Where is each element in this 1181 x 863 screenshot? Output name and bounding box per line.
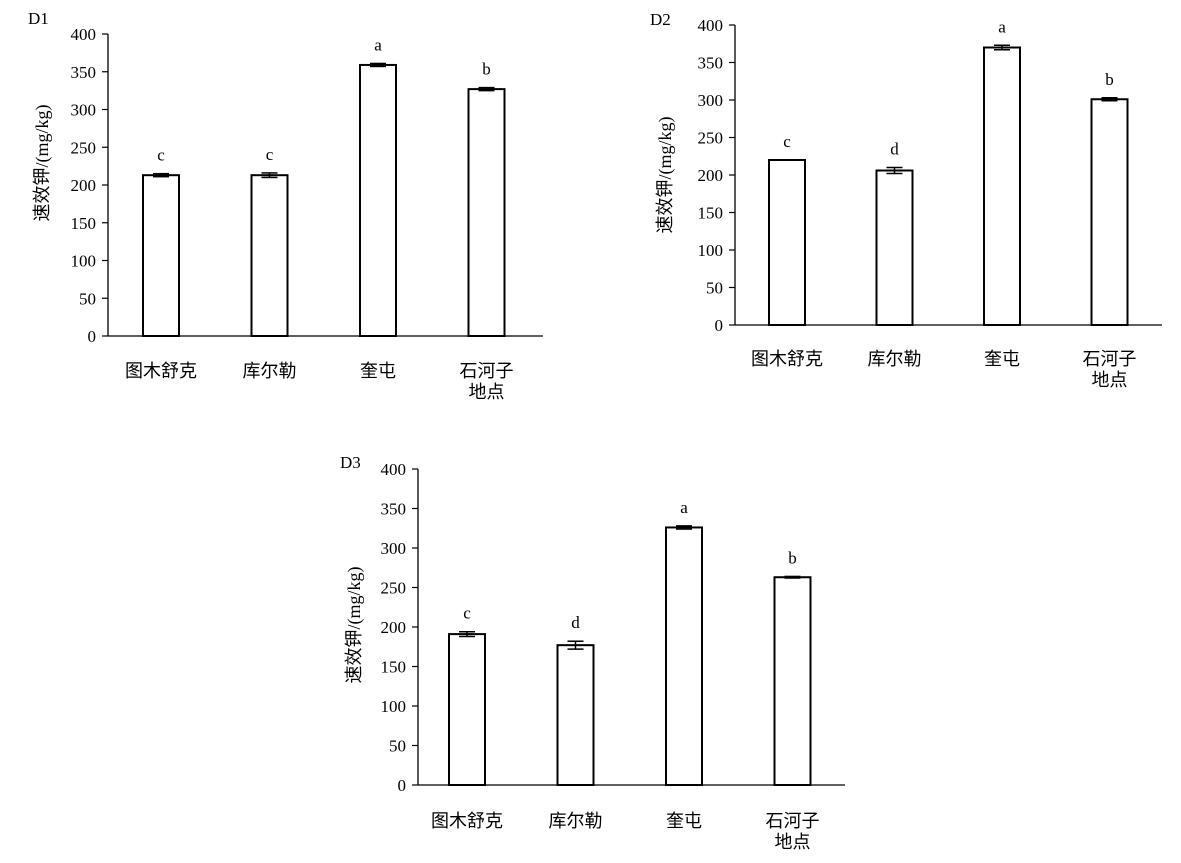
bar xyxy=(773,576,812,786)
y-tick-label: 200 xyxy=(698,166,724,185)
y-axis-title: 速效钾/(mg/kg) xyxy=(32,105,53,222)
bar xyxy=(983,46,1021,326)
y-tick-label: 150 xyxy=(381,658,407,677)
y-tick-label: 200 xyxy=(71,176,97,195)
significance-label: a xyxy=(374,35,382,54)
category-label: 图木舒克 xyxy=(431,811,503,831)
category-label: 奎屯 xyxy=(984,349,1020,369)
bar xyxy=(250,174,289,337)
significance-label: b xyxy=(788,548,797,567)
y-tick-label: 0 xyxy=(88,327,97,346)
y-tick-label: 0 xyxy=(398,776,407,795)
y-tick-label: 250 xyxy=(698,129,724,148)
y-tick-label: 350 xyxy=(698,54,724,73)
y-axis-title: 速效钾/(mg/kg) xyxy=(344,567,365,684)
bar xyxy=(359,63,397,338)
bar xyxy=(875,169,914,326)
y-tick-label: 0 xyxy=(715,316,724,335)
significance-label: d xyxy=(890,140,899,159)
y-tick-label: 200 xyxy=(381,618,407,637)
bar xyxy=(556,644,595,786)
bar xyxy=(665,526,703,787)
bar xyxy=(448,633,486,786)
y-tick-label: 150 xyxy=(698,204,724,223)
y-tick-label: 100 xyxy=(71,252,97,271)
significance-label: a xyxy=(998,17,1006,36)
bar xyxy=(1090,98,1129,326)
significance-label: b xyxy=(482,60,491,79)
significance-label: d xyxy=(571,613,580,632)
y-tick-label: 100 xyxy=(381,697,407,716)
y-tick-label: 150 xyxy=(71,214,97,233)
x-axis-title: 地点 xyxy=(775,832,811,852)
panel-label: D1 xyxy=(28,9,49,28)
y-tick-label: 400 xyxy=(381,460,407,479)
panel-label: D2 xyxy=(650,10,671,29)
bar xyxy=(142,174,180,337)
y-tick-label: 50 xyxy=(706,279,723,298)
category-label: 库尔勒 xyxy=(243,361,297,381)
significance-label: c xyxy=(783,132,791,151)
y-tick-label: 50 xyxy=(389,737,406,756)
category-label: 图木舒克 xyxy=(751,349,823,369)
y-tick-label: 300 xyxy=(381,539,407,558)
y-tick-label: 250 xyxy=(381,579,407,598)
significance-label: c xyxy=(463,604,471,623)
y-tick-label: 350 xyxy=(71,63,97,82)
category-label: 库尔勒 xyxy=(868,349,922,369)
panel-label: D3 xyxy=(340,453,361,472)
y-tick-label: 100 xyxy=(698,241,724,260)
category-label: 奎屯 xyxy=(360,361,396,381)
category-label: 奎屯 xyxy=(666,811,702,831)
category-label: 石河子 xyxy=(766,811,820,831)
significance-label: a xyxy=(680,498,688,517)
x-axis-title: 地点 xyxy=(1092,370,1128,390)
x-axis-title: 地点 xyxy=(469,382,505,402)
y-tick-label: 350 xyxy=(381,500,407,519)
y-tick-label: 300 xyxy=(698,91,724,110)
y-tick-label: 50 xyxy=(79,289,96,308)
y-tick-label: 250 xyxy=(71,138,97,157)
y-tick-label: 400 xyxy=(71,25,97,44)
category-label: 石河子 xyxy=(460,361,514,381)
y-tick-label: 300 xyxy=(71,101,97,120)
significance-label: c xyxy=(157,146,165,165)
significance-label: b xyxy=(1105,70,1114,89)
chart-panel-d1: D1 0 50 100 150 200 250 300 350 400 速效钾/(mg/kg) c 图木… xyxy=(28,9,543,402)
bar xyxy=(467,88,506,337)
significance-label: c xyxy=(266,145,274,164)
bar xyxy=(768,159,806,326)
chart-panel-d3: D3 0 50 100 150 200 250 300 350 400 速效钾/(mg/kg) c 图木… xyxy=(340,453,845,852)
y-axis-title: 速效钾/(mg/kg) xyxy=(655,117,676,234)
category-label: 图木舒克 xyxy=(125,361,197,381)
chart-panel-d2: D2 0 50 100 150 200 250 300 350 400 速效钾/(mg/kg) c 图木… xyxy=(650,10,1162,390)
y-tick-label: 400 xyxy=(698,16,724,35)
category-label: 石河子 xyxy=(1083,349,1137,369)
category-label: 库尔勒 xyxy=(549,811,603,831)
